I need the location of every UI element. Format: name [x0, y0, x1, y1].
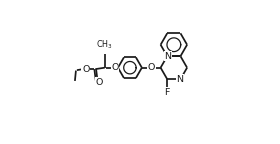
Text: O: O	[82, 65, 89, 74]
Text: N: N	[164, 52, 171, 61]
Text: O: O	[111, 63, 119, 72]
Text: CH$_3$: CH$_3$	[96, 39, 113, 51]
Text: F: F	[165, 88, 170, 97]
Text: O: O	[148, 63, 155, 72]
Text: O: O	[95, 78, 103, 87]
Text: N: N	[176, 75, 183, 84]
